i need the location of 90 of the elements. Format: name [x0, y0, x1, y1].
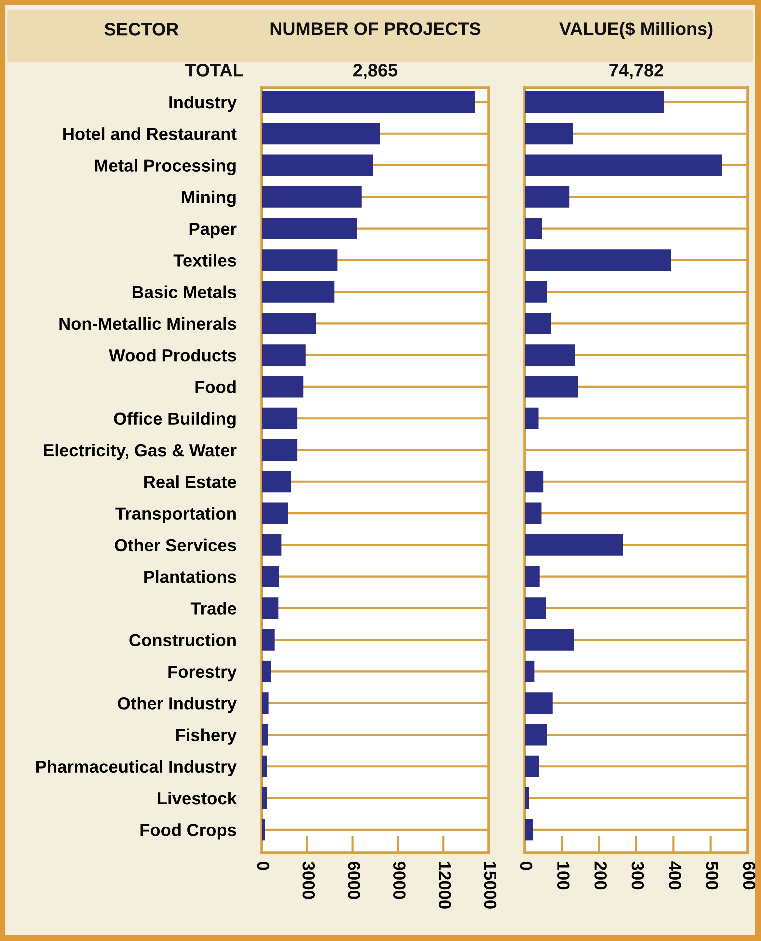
x-tick-label: 6000	[348, 862, 360, 900]
bar	[262, 502, 288, 524]
bar	[262, 91, 476, 113]
y-tick-label: Transportation	[116, 507, 236, 524]
bar	[525, 408, 539, 430]
bar	[262, 408, 298, 430]
bar	[262, 154, 374, 176]
bar	[525, 788, 530, 810]
y-tick-label: Wood Products	[109, 349, 236, 362]
y-tick-label: Plantations	[144, 570, 236, 584]
bar	[525, 692, 553, 714]
bar	[525, 629, 574, 651]
bar	[525, 186, 570, 208]
bar	[525, 250, 672, 272]
bar	[262, 629, 275, 651]
bar	[525, 819, 534, 841]
x-tick-label: 500	[706, 862, 718, 890]
x-tick-label: 3000	[302, 862, 316, 900]
chart-title: NUMBER OF PROJECTS	[270, 22, 481, 36]
y-tick-label: Fishery	[176, 728, 237, 745]
y-tick-label: Pharmaceutical Industry	[36, 760, 237, 777]
bar	[262, 439, 298, 462]
y-tick-label: Non-Metallic Minerals	[60, 317, 236, 330]
bar	[262, 788, 268, 810]
x-tick-label: 300	[632, 862, 644, 890]
bar	[525, 534, 624, 556]
bar	[262, 250, 338, 272]
bar	[525, 154, 722, 176]
x-tick-label: 15000	[484, 862, 497, 909]
bar	[262, 218, 358, 240]
bar	[525, 91, 664, 113]
bar	[262, 692, 269, 714]
bar	[525, 312, 552, 334]
y-tick-label: Mining	[182, 190, 236, 208]
bar	[525, 344, 576, 366]
bar	[262, 186, 362, 208]
y-tick-label: Other Services	[115, 538, 236, 552]
bar	[262, 660, 272, 682]
bar	[525, 471, 544, 493]
bar	[525, 123, 574, 145]
bar	[262, 471, 292, 493]
bar	[262, 566, 280, 588]
y-tick-label: Office Building	[114, 412, 236, 429]
x-tick-label: 9000	[394, 862, 406, 900]
bar	[262, 376, 304, 398]
text: 2,865	[354, 64, 398, 80]
chart-title: VALUE($ Millions)	[560, 22, 713, 39]
y-tick-label: Food Crops	[140, 824, 236, 840]
y-tick-label: Industry	[170, 96, 237, 112]
y-tick-label: Basic Metals	[132, 286, 236, 299]
bar	[525, 756, 540, 778]
y-tick-label: Real Estate	[144, 476, 236, 488]
bar	[525, 376, 578, 398]
y-tick-label: Trade	[190, 602, 236, 615]
y-tick-label: Hotel and Restaurant	[64, 128, 237, 140]
y-tick-label: Forestry	[168, 666, 237, 682]
x-tick-label: 12000	[438, 862, 452, 909]
bar	[525, 281, 548, 303]
bar	[525, 724, 548, 746]
x-tick-label: 600	[743, 862, 756, 890]
x-tick-label: 0	[520, 862, 533, 870]
bar	[525, 660, 535, 682]
x-tick-label: 200	[594, 862, 607, 890]
bar	[262, 281, 335, 303]
bar	[525, 502, 542, 524]
x-tick-label: 100	[558, 862, 570, 890]
bar	[262, 724, 268, 746]
bar	[262, 534, 282, 556]
y-tick-label: Construction	[130, 634, 236, 647]
y-tick-label: Food	[196, 380, 236, 394]
y-tick-label: Other Industry	[118, 697, 237, 714]
y-tick-label: Livestock	[158, 792, 238, 805]
text: TOTAL	[186, 64, 244, 77]
x-tick-label: 400	[669, 862, 682, 890]
y-tick-label: Electricity, Gas & Water	[44, 444, 237, 460]
y-tick-label: Textiles	[174, 254, 236, 267]
bar	[525, 566, 540, 588]
bar	[525, 598, 546, 620]
bar	[262, 344, 306, 366]
bar	[262, 819, 266, 841]
y-tick-label: Metal Processing	[95, 159, 236, 176]
text: 74,782	[610, 64, 664, 80]
bar	[525, 218, 542, 240]
bar	[262, 756, 268, 778]
y-axis-title: SECTOR	[104, 23, 179, 36]
bar	[262, 123, 380, 145]
y-tick-label: Paper	[190, 223, 237, 239]
bar	[262, 598, 279, 620]
bar	[262, 312, 316, 334]
x-tick-label: 0	[257, 862, 270, 870]
